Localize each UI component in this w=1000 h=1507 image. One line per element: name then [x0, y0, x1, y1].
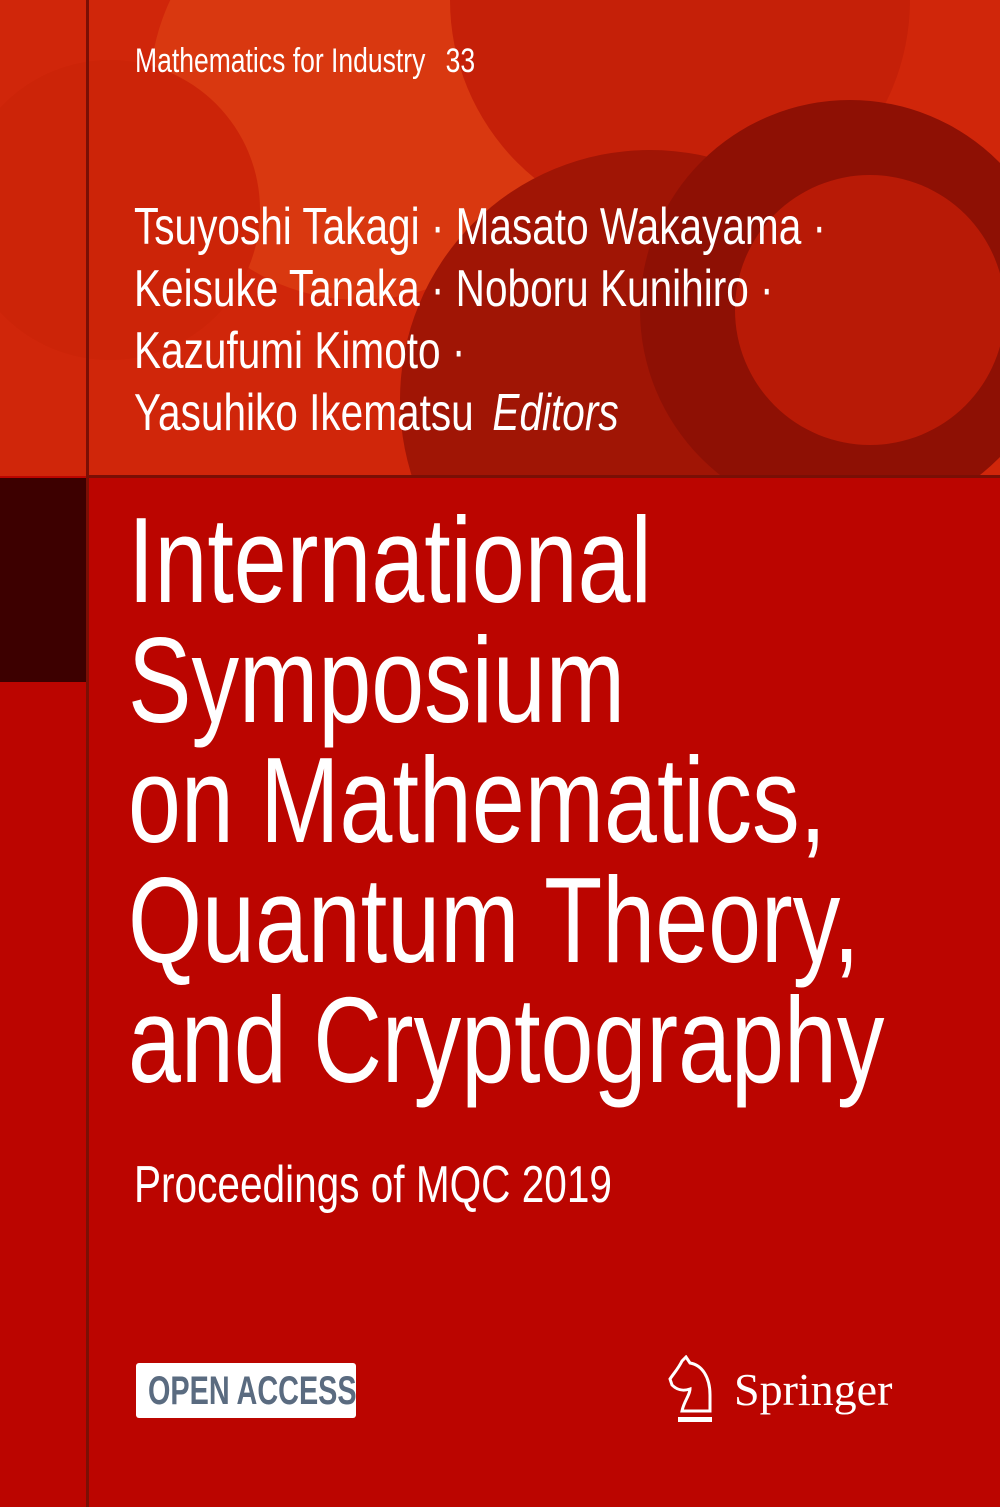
book-subtitle: Proceedings of MQC 2019	[134, 1156, 612, 1214]
editors-role: Editors	[492, 384, 619, 442]
author-line: Kazufumi Kimoto ·	[134, 322, 466, 380]
editors-list: Tsuyoshi Takagi · Masato Wakayama · Keis…	[134, 196, 1000, 444]
publisher-name: Springer	[734, 1364, 893, 1415]
accent-block	[0, 478, 86, 682]
decor-circle	[735, 175, 1000, 445]
springer-knight-icon	[668, 1354, 712, 1422]
title-line: Symposium	[128, 612, 626, 748]
publisher-logo: Springer	[664, 1354, 892, 1425]
series-number: 33	[445, 42, 476, 80]
cover-top-panel	[0, 0, 1000, 476]
series-name: Mathematics for Industry	[135, 42, 426, 80]
title-line: International	[128, 492, 652, 628]
divider-vertical	[86, 0, 89, 1507]
title-line: on Mathematics,	[128, 732, 827, 868]
author-line: Keisuke Tanaka · Noboru Kunihiro ·	[134, 260, 774, 318]
divider-horizontal	[86, 475, 1000, 478]
title-line: Quantum Theory,	[128, 852, 860, 988]
open-access-badge: OPEN ACCESS	[136, 1363, 356, 1418]
title-line: and Cryptography	[128, 972, 885, 1108]
series-line: Mathematics for Industry 33	[135, 42, 571, 81]
decor-circle	[0, 60, 260, 360]
author-line: Tsuyoshi Takagi · Masato Wakayama ·	[134, 198, 827, 256]
book-title: International Symposium on Mathematics, …	[128, 492, 1000, 1108]
author-line: Yasuhiko Ikematsu	[134, 384, 474, 442]
